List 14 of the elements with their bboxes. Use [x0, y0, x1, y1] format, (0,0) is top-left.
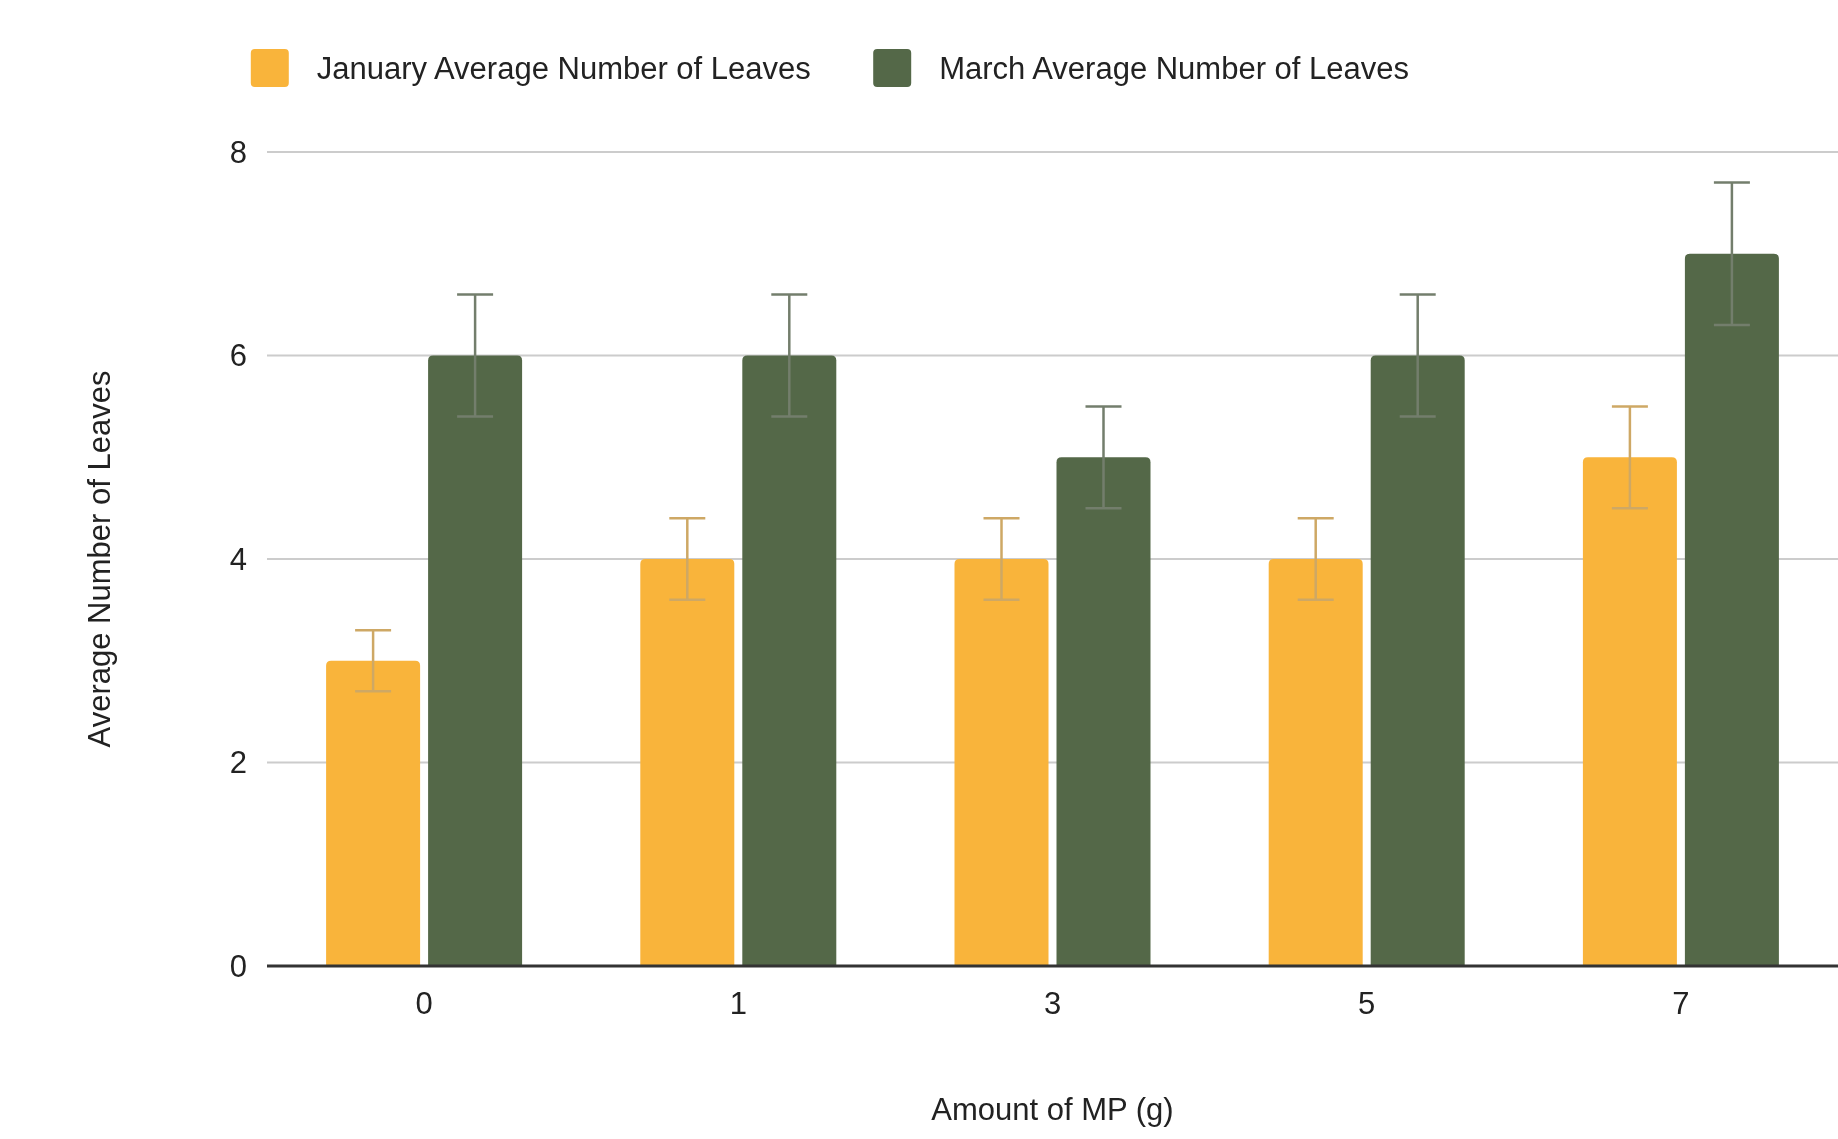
x-tick-label: 0 — [415, 986, 433, 1021]
y-axis-title: Average Number of Leaves — [82, 370, 117, 748]
legend-label: March Average Number of Leaves — [939, 50, 1410, 86]
y-tick-label: 8 — [229, 134, 247, 170]
y-tick-label: 6 — [229, 338, 247, 374]
y-tick-label: 0 — [229, 948, 247, 984]
legend-label: January Average Number of Leaves — [316, 50, 811, 86]
x-tick-label: 1 — [729, 986, 747, 1021]
x-tick-label: 5 — [1358, 986, 1376, 1021]
x-tick-label: 3 — [1043, 986, 1062, 1021]
x-axis-title: Amount of MP (g) — [931, 1092, 1174, 1127]
x-tick-label: 7 — [1672, 986, 1690, 1021]
y-tick-label: 2 — [229, 745, 247, 781]
y-tick-label: 4 — [229, 541, 247, 577]
